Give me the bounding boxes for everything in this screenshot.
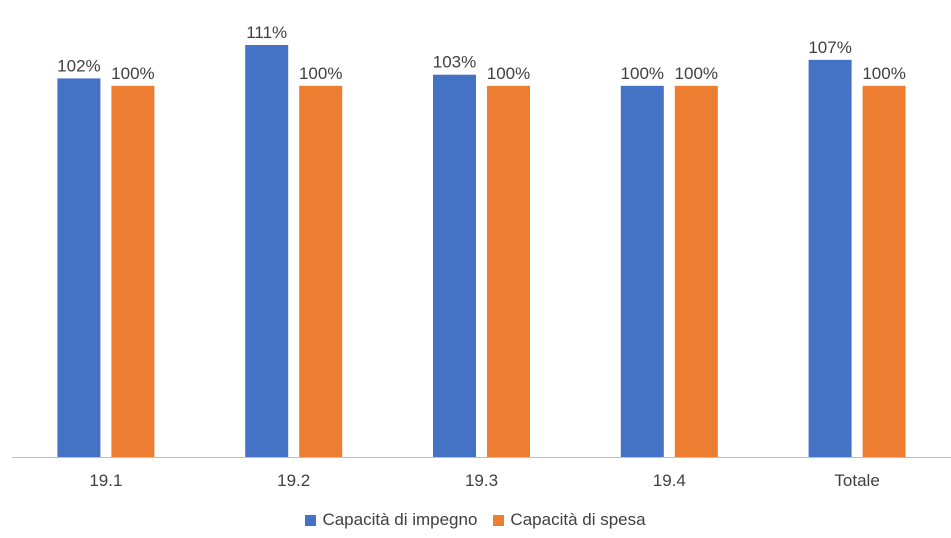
data-label-series-1-19-3: 103%: [433, 53, 476, 72]
data-label-series-1-19-2: 111%: [246, 23, 287, 42]
x-tick-label-19-1: 19.1: [89, 471, 122, 490]
legend: Capacità di impegno Capacità di spesa: [0, 510, 951, 530]
bar-series-2-19-1: [111, 85, 155, 457]
data-labels-layer: 102% 100% 111% 100% 103% 100% 100% 100% 107% 100%: [57, 23, 906, 83]
data-label-series-1-19-1: 102%: [57, 56, 100, 75]
bar-series-2-19-3: [487, 85, 530, 457]
legend-item-series-1: Capacità di impegno: [305, 510, 477, 530]
data-label-series-2-totale: 100%: [862, 64, 905, 83]
bar-series-1-19-4: [620, 85, 664, 457]
bar-series-2-19-4: [674, 85, 718, 457]
legend-swatch-series-2: [493, 514, 505, 526]
x-tick-label-19-3: 19.3: [465, 471, 498, 490]
x-tick-label-19-4: 19.4: [653, 471, 686, 490]
bar-series-1-19-3: [433, 74, 476, 457]
bar-series-2-19-2: [299, 85, 343, 457]
data-label-series-2-19-1: 100%: [111, 64, 154, 83]
data-label-series-2-19-3: 100%: [487, 64, 530, 83]
bar-series-2-totale: [862, 85, 906, 457]
legend-item-series-2: Capacità di spesa: [493, 510, 646, 530]
data-label-series-1-totale: 107%: [808, 38, 851, 57]
x-tick-label-totale: Totale: [834, 471, 879, 490]
legend-swatch-series-1: [305, 514, 317, 526]
bar-series-1-19-2: [245, 45, 289, 457]
x-tick-label-19-2: 19.2: [277, 471, 310, 490]
data-label-series-2-19-2: 100%: [299, 64, 342, 83]
bars-layer: [57, 45, 906, 458]
legend-label-series-2: Capacità di spesa: [510, 510, 646, 529]
x-tick-labels-layer: 19.1 19.2 19.3 19.4 Totale: [89, 471, 879, 490]
bar-series-1-totale: [808, 59, 852, 457]
data-label-series-1-19-4: 100%: [621, 64, 664, 83]
bar-series-1-19-1: [57, 78, 101, 458]
legend-label-series-1: Capacità di impegno: [322, 510, 478, 529]
data-label-series-2-19-4: 100%: [675, 64, 718, 83]
